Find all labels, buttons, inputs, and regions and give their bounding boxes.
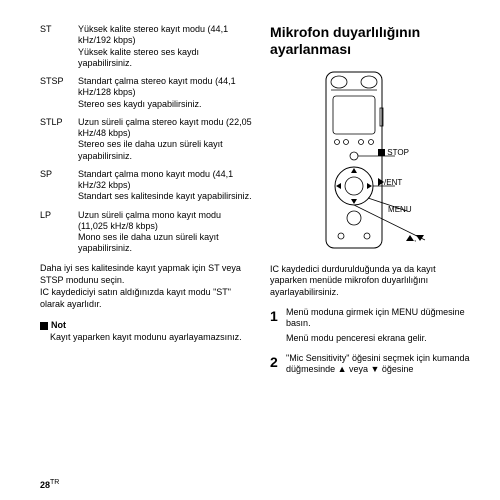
- mode-row: STYüksek kalite stereo kayıt modu (44,1 …: [40, 24, 252, 69]
- stop-label: STOP: [378, 148, 409, 157]
- note-heading: Not: [40, 320, 252, 330]
- mode-row: STLPUzun süreli çalma stereo kayıt modu …: [40, 117, 252, 162]
- step: 1Menü moduna girmek için MENU düğmesine …: [270, 307, 472, 345]
- mode-row: SPStandart çalma mono kayıt modu (44,1 k…: [40, 169, 252, 203]
- mode-table: STYüksek kalite stereo kayıt modu (44,1 …: [40, 24, 252, 255]
- step-body: "Mic Sensitivity" öğesini seçmek için ku…: [286, 353, 472, 376]
- note-body: Kayıt yaparken kayıt modunu ayarlayamazs…: [40, 332, 252, 344]
- mode-code: STLP: [40, 117, 78, 127]
- step-number: 1: [270, 307, 286, 345]
- mode-code: SP: [40, 169, 78, 179]
- left-paragraph: Daha iyi ses kalitesinde kayıt yapmak iç…: [40, 262, 252, 311]
- menu-label: MENU: [388, 205, 412, 214]
- mode-code: LP: [40, 210, 78, 220]
- mode-desc: Yüksek kalite stereo kayıt modu (44,1 kH…: [78, 24, 252, 69]
- device-diagram: STOP /ENT MENU ,: [270, 68, 472, 258]
- step-sub: Menü modu penceresi ekrana gelir.: [286, 333, 472, 345]
- mode-desc: Standart çalma stereo kayıt modu (44,1 k…: [78, 76, 252, 110]
- mode-row: STSPStandart çalma stereo kayıt modu (44…: [40, 76, 252, 110]
- step-body: Menü moduna girmek için MENU düğmesine b…: [286, 307, 472, 345]
- mode-code: ST: [40, 24, 78, 34]
- mode-desc: Uzun süreli çalma stereo kayıt modu (22,…: [78, 117, 252, 162]
- step-number: 2: [270, 353, 286, 376]
- section-title: Mikrofon duyarlılığının ayarlanması: [270, 24, 472, 58]
- mode-desc: Standart çalma mono kayıt modu (44,1 kHz…: [78, 169, 252, 203]
- nav-label: ,: [406, 234, 424, 243]
- mode-desc: Uzun süreli çalma mono kayıt modu (11,02…: [78, 210, 252, 255]
- mode-row: LPUzun süreli çalma mono kayıt modu (11,…: [40, 210, 252, 255]
- ent-label: /ENT: [378, 178, 402, 187]
- right-paragraph: IC kaydedici durdurulduğunda ya da kayıt…: [270, 264, 472, 299]
- step: 2"Mic Sensitivity" öğesini seçmek için k…: [270, 353, 472, 376]
- page-number: 28TR: [40, 479, 59, 490]
- mode-code: STSP: [40, 76, 78, 86]
